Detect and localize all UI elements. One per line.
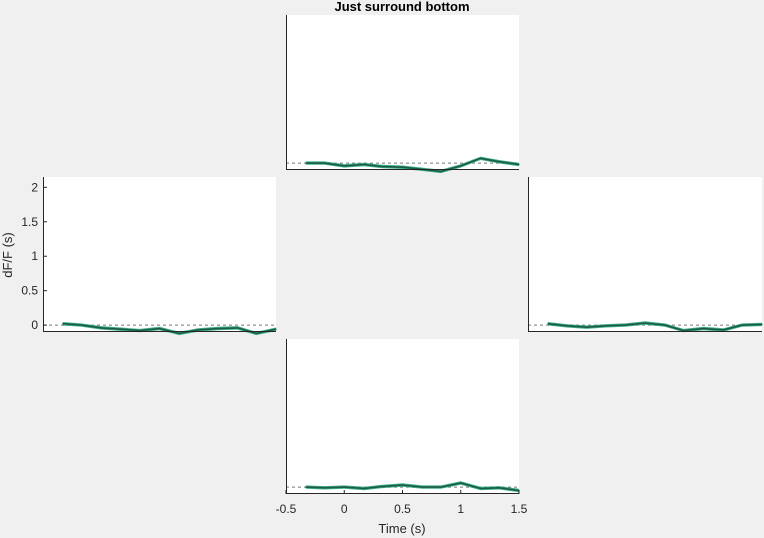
data-point-right-5 <box>644 322 646 324</box>
data-point-bottom-1 <box>323 487 326 489</box>
x-tick-label: 1 <box>457 502 464 516</box>
data-point-top-8 <box>460 165 462 167</box>
data-point-top-9 <box>479 157 482 159</box>
y-tick-label: 0 <box>31 318 38 332</box>
data-point-left-6 <box>178 332 180 334</box>
data-point-bottom-5 <box>401 484 404 486</box>
data-point-bottom-3 <box>363 487 365 490</box>
data-point-top-7 <box>440 170 442 172</box>
data-point-left-8 <box>217 327 219 330</box>
data-point-top-0 <box>305 162 307 164</box>
data-point-right-10 <box>741 324 743 326</box>
data-point-top-10 <box>498 161 500 163</box>
data-point-left-1 <box>80 324 83 326</box>
y-axis-label: dF/F (s) <box>0 232 15 278</box>
figure-title: Just surround bottom <box>334 0 469 14</box>
data-point-left-9 <box>236 327 239 329</box>
y-tick-label: 2 <box>31 180 38 194</box>
mean-line-right <box>547 322 763 332</box>
data-point-top-11 <box>518 163 520 166</box>
data-point-bottom-4 <box>382 485 384 488</box>
y-tick-label: 0.5 <box>21 284 38 298</box>
data-point-right-9 <box>722 329 724 331</box>
data-point-bottom-10 <box>498 487 500 489</box>
data-point-right-3 <box>605 325 607 327</box>
y-tick-label: 1 <box>31 249 38 263</box>
data-point-left-4 <box>139 330 141 332</box>
data-point-right-0 <box>547 323 549 325</box>
data-point-left-0 <box>62 323 64 325</box>
panel-left: 0 0.5 1 1.5 2 <box>21 177 277 336</box>
data-point-right-7 <box>683 330 685 332</box>
data-point-top-1 <box>323 162 326 164</box>
x-axis-label: Time (s) <box>378 521 425 536</box>
axes-background <box>528 177 762 332</box>
mean-line-top <box>305 157 520 173</box>
data-point-bottom-0 <box>305 486 307 488</box>
data-point-top-4 <box>382 165 384 168</box>
y-tick-label: 1.5 <box>21 215 38 229</box>
data-point-left-3 <box>120 328 122 330</box>
data-point-left-7 <box>197 329 199 331</box>
data-point-right-2 <box>585 326 588 328</box>
panels: 0 0.5 1 1.5 2 -0.5 0 0.5 1 1.5 <box>21 15 763 516</box>
data-point-bottom-8 <box>460 482 462 484</box>
axes-background <box>43 177 276 332</box>
data-point-right-8 <box>702 327 705 330</box>
data-point-top-5 <box>401 166 404 168</box>
x-tick-label: -0.5 <box>276 502 297 516</box>
panel-top <box>286 15 520 174</box>
data-point-bottom-9 <box>479 487 482 490</box>
data-point-top-2 <box>343 165 345 167</box>
axes-background <box>286 339 519 494</box>
mean-line-bottom <box>305 482 520 492</box>
data-point-top-3 <box>363 163 365 166</box>
data-point-bottom-6 <box>421 486 423 488</box>
data-point-left-10 <box>255 332 257 334</box>
data-point-left-11 <box>275 328 277 330</box>
data-point-left-2 <box>100 327 102 329</box>
data-point-right-6 <box>664 324 666 326</box>
panel-right <box>528 177 763 333</box>
x-tick-label: 0.5 <box>394 502 411 516</box>
data-point-left-5 <box>158 327 161 330</box>
x-tick-label: 0 <box>341 502 348 516</box>
axes-background <box>286 15 519 170</box>
data-point-bottom-2 <box>343 486 345 488</box>
data-point-right-1 <box>566 325 568 327</box>
data-point-right-4 <box>624 324 626 326</box>
panel-bottom: -0.5 0 0.5 1 1.5 <box>276 339 528 516</box>
x-tick-label: 1.5 <box>511 502 528 516</box>
data-point-right-11 <box>761 323 763 326</box>
data-point-bottom-7 <box>440 486 442 488</box>
